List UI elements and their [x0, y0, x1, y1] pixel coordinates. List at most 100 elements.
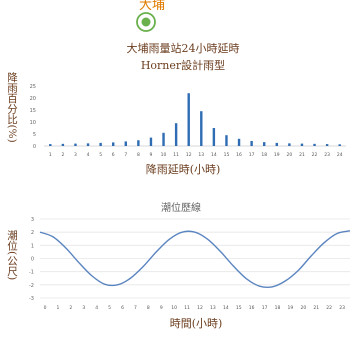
rain-x-tick-label: 9 [150, 152, 153, 158]
rain-bar [300, 143, 304, 146]
tide-y-ticks: 3 2 1 0 -1 -2 -3 [29, 217, 34, 302]
rain-x-ticks: 1 2 3 4 5 6 7 8 9 10 11 12 13 14 15 16 17 18 19 20 21 22 23 24 [49, 152, 343, 158]
tide-x-tick-label: 5 [108, 305, 111, 311]
tide-y-tick-label: -2 [29, 283, 34, 289]
tide-x-tick-label: 18 [275, 305, 281, 311]
rain-bar [86, 143, 90, 146]
rain-x-axis-label: 降雨延時(小時) [146, 162, 221, 176]
tide-x-tick-label: 15 [236, 305, 242, 311]
rain-bar [275, 142, 278, 146]
rain-bars [49, 93, 341, 146]
rain-bar [149, 137, 153, 146]
tide-x-tick-label: 16 [249, 305, 255, 311]
station-label: 大埔 [139, 0, 165, 13]
rain-chart-subtitle: Horner設計雨型 [141, 58, 225, 72]
rain-x-tick-label: 7 [124, 152, 127, 158]
rain-bar [288, 143, 291, 146]
rain-bar [112, 142, 115, 146]
rain-x-tick-label: 12 [186, 152, 192, 158]
rain-bar [325, 144, 329, 146]
tide-x-tick-label: 6 [121, 305, 124, 311]
rain-x-tick-label: 18 [261, 152, 267, 158]
rain-bar [61, 143, 65, 146]
rain-bar [338, 144, 341, 146]
rain-bar [174, 123, 178, 146]
tide-y-tick-label: 0 [31, 257, 34, 263]
tide-x-tick-label: 4 [95, 305, 98, 311]
rain-bar [263, 142, 266, 146]
rain-bar [74, 143, 77, 146]
tide-x-tick-label: 21 [313, 305, 319, 311]
rain-x-tick-label: 17 [249, 152, 255, 158]
tide-y-tick-label: -3 [29, 296, 34, 302]
rain-x-tick-label: 1 [49, 152, 52, 158]
tide-series-line [39, 230, 351, 289]
rain-bar [225, 135, 228, 146]
rain-x-tick-label: 20 [287, 152, 293, 158]
tide-x-axis-label: 時間(小時) [170, 317, 223, 330]
rain-x-tick-label: 5 [99, 152, 102, 158]
tide-x-tick-label: 10 [171, 305, 177, 311]
tide-x-tick-label: 7 [134, 305, 137, 311]
rain-x-tick-label: 11 [173, 152, 179, 158]
tide-x-tick-label: 11 [184, 305, 190, 311]
tide-x-tick-label: 1 [56, 305, 59, 311]
rain-x-tick-label: 22 [312, 152, 318, 158]
tide-x-ticks: 0123456789101112131415161718192021222324 [44, 305, 346, 311]
tide-x-tick-label: 19 [288, 305, 294, 311]
rain-y-axis-label: 降雨百分比(%) [6, 71, 18, 142]
rain-x-tick-label: 8 [137, 152, 140, 158]
rain-bar [124, 141, 127, 146]
rain-y-ticks: 0 5 10 15 20 25 [30, 84, 36, 150]
rain-bar [250, 140, 253, 146]
tide-x-tick-label: 17 [262, 305, 268, 311]
tide-x-tick-label: 20 [300, 305, 306, 311]
rain-x-tick-label: 23 [324, 152, 330, 158]
tide-x-tick-label: 14 [223, 305, 229, 311]
rain-y-tick-label: 10 [30, 120, 36, 126]
rain-bar [162, 132, 165, 146]
rain-bar [212, 128, 216, 146]
tide-x-tick-label: 3 [82, 305, 85, 311]
tide-x-tick-label: 0 [44, 305, 47, 311]
rain-bar [99, 142, 102, 146]
tide-x-tick-label: 12 [197, 305, 203, 311]
rain-y-tick-label: 0 [33, 144, 36, 150]
rain-x-tick-label: 13 [198, 152, 204, 158]
rain-bar [137, 140, 140, 146]
rain-x-tick-label: 21 [299, 152, 305, 158]
rain-y-tick-label: 15 [30, 108, 36, 114]
rain-x-tick-label: 15 [224, 152, 230, 158]
rain-y-tick-label: 25 [30, 84, 36, 90]
rain-bar [187, 93, 190, 146]
tide-y-tick-label: 2 [31, 230, 34, 236]
tide-x-tick-label: 8 [147, 305, 150, 311]
rain-bar [237, 138, 241, 146]
rain-x-tick-label: 19 [274, 152, 280, 158]
rain-bar [49, 144, 52, 146]
rain-x-tick-label: 4 [87, 152, 90, 158]
rain-x-tick-label: 16 [236, 152, 242, 158]
tide-gridlines [40, 218, 350, 299]
rain-bar [200, 111, 203, 146]
tide-y-tick-label: 1 [31, 243, 34, 249]
rain-x-tick-label: 2 [61, 152, 64, 158]
tide-chart-title: 潮位歷線 [161, 201, 201, 214]
rain-y-tick-label: 20 [30, 96, 36, 102]
tide-x-tick-label: 2 [69, 305, 72, 311]
tide-x-tick-label: 23 [339, 305, 345, 311]
tide-x-tick-label: 13 [210, 305, 216, 311]
rain-x-tick-label: 3 [74, 152, 77, 158]
tide-y-tick-label: -1 [29, 270, 34, 276]
tide-x-tick-label: 22 [326, 305, 332, 311]
rain-x-tick-label: 6 [112, 152, 115, 158]
tide-x-tick-label: 9 [160, 305, 163, 311]
rain-y-tick-label: 5 [33, 132, 36, 138]
rain-chart-title: 大埔雨量站24小時延時 [127, 41, 240, 55]
rain-bar [313, 143, 316, 146]
rain-x-tick-label: 10 [161, 152, 167, 158]
station-target-icon [136, 12, 156, 32]
rain-x-tick-label: 14 [211, 152, 217, 158]
tide-y-tick-label: 3 [31, 217, 34, 223]
